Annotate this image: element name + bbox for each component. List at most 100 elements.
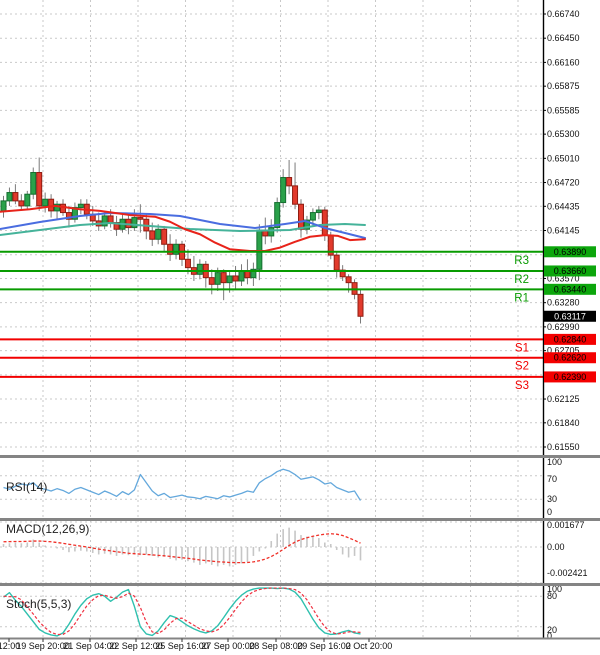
price-tick-label: 0.63280 (547, 298, 580, 308)
panel-separator[interactable] (0, 583, 600, 586)
candle-body (48, 198, 55, 212)
price-tag-r2: 0.63660 (554, 266, 587, 276)
current-price-tag: 0.63117 (554, 311, 586, 321)
candle-body (268, 227, 275, 237)
moving-averages-layer (0, 204, 366, 252)
candle-body (292, 185, 299, 205)
stoch-tick-label: 20 (547, 625, 557, 635)
candle-body (286, 177, 293, 187)
price-tick-label: 0.63570 (547, 273, 580, 283)
price-tag-r1: 0.63440 (554, 284, 587, 294)
price-tick-label: 0.61840 (547, 418, 580, 428)
candle-body (238, 270, 245, 282)
support-label-s1: S1 (515, 342, 529, 354)
time-tick-label: 2 Oct 20:00 (346, 641, 393, 651)
time-tick-label: 19 Sep 20:00 (16, 641, 70, 651)
rsi-tick-label: 70 (547, 474, 557, 484)
resistance-label-r2: R2 (514, 274, 529, 286)
rsi-indicator-label: RSI(14) (6, 480, 48, 494)
candle-body (250, 268, 257, 279)
rsi-tick-label: 30 (547, 494, 557, 504)
candle-body (256, 229, 263, 270)
candle-body (30, 172, 37, 195)
candle-body (274, 202, 281, 229)
candle-body (77, 203, 84, 209)
price-tick-label: 0.62125 (547, 394, 580, 404)
stoch-tick-label: 80 (547, 591, 557, 601)
candle-body (321, 209, 328, 236)
price-tag-r3-bg (544, 246, 596, 258)
ma-teal-line (0, 221, 366, 237)
time-axis-border (0, 637, 600, 640)
rsi-tick-label: 100 (547, 457, 562, 467)
candle-body (280, 177, 287, 204)
price-tag-s3: 0.62390 (554, 372, 587, 382)
panel-separator[interactable] (0, 455, 600, 458)
candle-body (220, 272, 227, 284)
stoch-k-line (3, 587, 361, 637)
price-tick-label: 0.65875 (547, 81, 580, 91)
candle-body (155, 228, 162, 240)
price-tick-label: 0.62990 (547, 322, 580, 332)
price-tag-r1-bg (544, 283, 596, 295)
candle-body (173, 243, 180, 255)
stoch-tick-label: 100 (547, 584, 562, 594)
price-tick-label: 0.64720 (547, 178, 580, 188)
support-label-s3: S3 (515, 380, 529, 392)
ma-blue-line (0, 211, 366, 240)
macd-indicator-label: MACD(12,26,9) (6, 522, 90, 536)
price-tick-label: 0.64435 (547, 201, 580, 211)
candle-body (208, 277, 215, 285)
candle-body (244, 270, 251, 279)
panel-separators (0, 455, 600, 640)
macd-tick-label: -0.002421 (547, 568, 588, 578)
time-tick-label: 29 Sep 16:00 (297, 641, 351, 651)
candle-body (12, 192, 19, 202)
price-tick-label: 0.66450 (547, 33, 580, 43)
time-tick-label: 25 Sep 16:00 (155, 641, 209, 651)
current-price-tag-bg (544, 310, 596, 322)
time-tick-label: 27 Sep 00:00 (201, 641, 255, 651)
candle-body (149, 230, 156, 240)
time-tick-label: 12:00 (0, 641, 20, 651)
price-tags-layer: 0.63890 0.63660 0.63440 0.62840 0.62620 0.623… (544, 246, 596, 383)
candle-body (357, 293, 364, 317)
candle-body (161, 228, 168, 245)
rsi-line (3, 468, 362, 501)
price-tick-label: 0.61550 (547, 442, 580, 452)
candle-body (309, 212, 316, 221)
price-tick-label: 0.65010 (547, 153, 580, 163)
panel-separator[interactable] (0, 518, 600, 521)
candle-body (60, 203, 66, 214)
price-tag-r3: 0.63890 (554, 247, 587, 257)
price-tick-label: 0.66740 (547, 9, 580, 19)
vertical-gridlines (42, 0, 519, 638)
candle-body (137, 217, 144, 220)
candle-body (6, 192, 13, 202)
price-tag-s1: 0.62840 (554, 334, 587, 344)
price-tick-label: 0.65300 (547, 129, 580, 139)
price-axis: 0.66740 0.66450 0.66160 0.65875 0.65585 0.653… (542, 0, 580, 638)
macd-tick-label: 0.001677 (547, 520, 585, 530)
rsi-panel[interactable]: 100 70 30 0 (0, 457, 562, 517)
price-tick-label: 0.66160 (547, 57, 580, 67)
resistance-label-r1: R1 (514, 292, 529, 304)
candle-body (196, 263, 203, 275)
candle-body (65, 212, 72, 220)
candle-body (42, 198, 49, 207)
pivot-levels-layer: R3 R2 R1 S1 S2 S3 (0, 250, 543, 392)
time-tick-label: 22 Sep 12:00 (109, 641, 163, 651)
price-tick-label: 0.64145 (547, 226, 580, 236)
candle-body (107, 215, 114, 224)
candle-body (36, 172, 43, 207)
candle-body (315, 209, 322, 214)
candle-body (0, 200, 7, 212)
candle-body (18, 200, 25, 207)
price-tag-s2-bg (544, 352, 596, 364)
time-tick-label: 28 Sep 08:00 (249, 641, 303, 651)
price-tag-s2: 0.62620 (554, 353, 587, 363)
rsi-tick-label: 0 (547, 507, 552, 517)
